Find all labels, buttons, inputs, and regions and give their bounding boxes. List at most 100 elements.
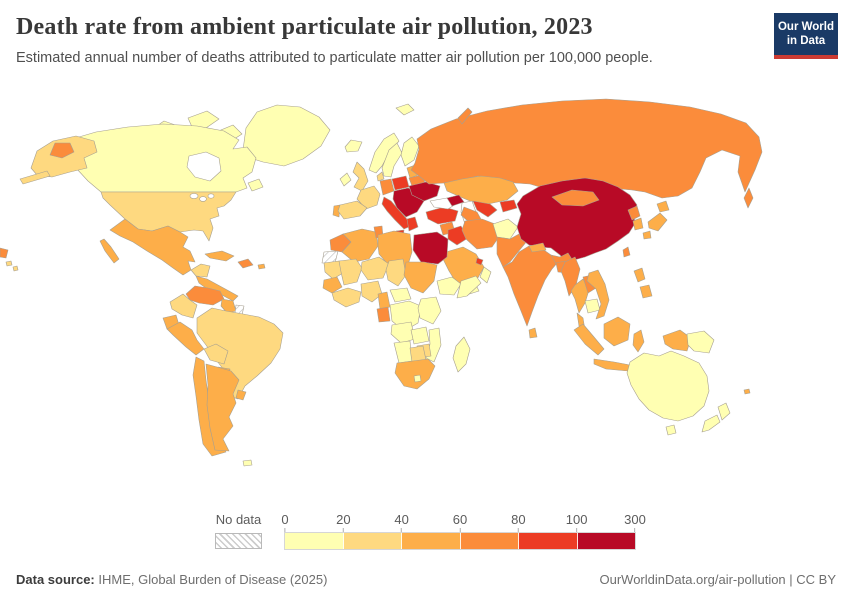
country-norway[interactable]: [368, 132, 400, 174]
country-canada[interactable]: [62, 123, 257, 193]
country-uzbekistan[interactable]: [472, 200, 498, 218]
country-west-africa-coast[interactable]: [331, 287, 362, 308]
country-caucasus[interactable]: [446, 194, 465, 207]
country-mali[interactable]: [338, 258, 363, 286]
country-japan[interactable]: [647, 212, 668, 232]
country-sweden[interactable]: [381, 142, 403, 178]
country-gulf-states[interactable]: [475, 257, 484, 266]
country-usa-hawaii[interactable]: [5, 260, 13, 267]
country-venezuela[interactable]: [185, 285, 225, 306]
country-taiwan[interactable]: [622, 246, 631, 258]
country-greenland[interactable]: [242, 104, 331, 167]
country-niger[interactable]: [360, 256, 390, 281]
country-madagascar[interactable]: [452, 336, 471, 373]
country-canada[interactable]: [247, 178, 264, 192]
country-russia[interactable]: [743, 187, 754, 209]
country-portugal[interactable]: [332, 204, 341, 218]
country-china[interactable]: [516, 177, 638, 263]
country-sudan[interactable]: [403, 261, 438, 294]
country-new-zealand[interactable]: [717, 402, 731, 421]
country-zambia[interactable]: [410, 326, 430, 345]
country-drc[interactable]: [389, 300, 422, 332]
country-japan[interactable]: [642, 230, 652, 240]
country-egypt[interactable]: [412, 231, 449, 265]
country-sri-lanka[interactable]: [528, 327, 538, 339]
country-nigeria[interactable]: [360, 280, 383, 303]
country-nepal[interactable]: [528, 242, 547, 253]
country-gabon-congo[interactable]: [376, 306, 391, 323]
country-uk[interactable]: [352, 161, 369, 192]
country-colombia[interactable]: [169, 293, 198, 319]
country-cambodia[interactable]: [584, 298, 601, 314]
country-papua-new-guinea[interactable]: [686, 330, 715, 354]
data-source-line[interactable]: Data source: IHME, Global Burden of Dise…: [16, 572, 327, 587]
country-senegal-guinea[interactable]: [322, 276, 343, 294]
country-falklands[interactable]: [242, 459, 253, 467]
country-new-zealand[interactable]: [701, 414, 721, 433]
country-central-african-republic[interactable]: [389, 287, 412, 303]
country-spain[interactable]: [337, 200, 368, 220]
country-cuba[interactable]: [204, 250, 235, 262]
country-indonesia[interactable]: [662, 329, 692, 352]
country-indonesia[interactable]: [603, 316, 631, 347]
legend-bin-80-100[interactable]: [519, 533, 578, 549]
owid-logo[interactable]: Our World in Data: [774, 13, 838, 59]
country-cameroon[interactable]: [377, 291, 391, 310]
country-fiji[interactable]: [743, 388, 751, 395]
country-denmark[interactable]: [376, 171, 385, 182]
country-pakistan[interactable]: [496, 233, 528, 268]
country-france[interactable]: [356, 185, 381, 210]
country-indonesia[interactable]: [593, 358, 631, 372]
country-bolivia[interactable]: [203, 343, 229, 365]
country-svalbard[interactable]: [395, 103, 415, 116]
country-central-america[interactable]: [195, 275, 239, 302]
owid-credit-link[interactable]: OurWorldinData.org/air-pollution | CC BY: [599, 572, 836, 587]
country-iran[interactable]: [461, 218, 502, 250]
country-algeria[interactable]: [341, 228, 379, 263]
country-yucatan[interactable]: [190, 263, 211, 278]
country-south-korea[interactable]: [632, 217, 644, 231]
country-italy[interactable]: [381, 196, 412, 230]
country-hispaniola[interactable]: [237, 258, 254, 269]
country-mongolia[interactable]: [551, 189, 600, 207]
country-japan[interactable]: [656, 200, 670, 213]
legend-bin-0-20[interactable]: [285, 533, 344, 549]
country-afghanistan[interactable]: [492, 218, 519, 240]
country-usa-hawaii[interactable]: [12, 265, 19, 272]
country-australia[interactable]: [665, 424, 677, 436]
country-alaska[interactable]: [19, 170, 51, 185]
country-russia[interactable]: [0, 247, 9, 259]
legend-bin-40-60[interactable]: [402, 533, 461, 549]
country-indonesia[interactable]: [632, 329, 645, 353]
country-russia[interactable]: [457, 107, 473, 125]
country-mauritania[interactable]: [323, 260, 344, 280]
country-kyrgyz-tajik[interactable]: [499, 199, 518, 213]
country-chad[interactable]: [385, 258, 407, 287]
country-oman[interactable]: [479, 266, 492, 284]
legend-bin-100-300[interactable]: [577, 533, 635, 549]
country-namibia[interactable]: [393, 340, 413, 364]
country-greece[interactable]: [406, 216, 419, 232]
country-poland[interactable]: [391, 175, 410, 191]
country-kazakhstan[interactable]: [443, 175, 519, 205]
country-ireland[interactable]: [339, 172, 352, 187]
country-ethiopia[interactable]: [436, 276, 462, 296]
country-iceland[interactable]: [344, 139, 363, 153]
legend-bin-20-40[interactable]: [343, 533, 402, 549]
country-indonesia[interactable]: [573, 323, 605, 356]
country-philippines[interactable]: [633, 267, 646, 283]
country-puerto-rico[interactable]: [257, 263, 266, 270]
country-lesotho[interactable]: [413, 374, 422, 383]
legend-bin-60-80[interactable]: [460, 533, 519, 549]
country-germany[interactable]: [379, 178, 395, 196]
country-east-africa[interactable]: [417, 296, 442, 325]
country-argentina[interactable]: [205, 363, 240, 452]
country-turkey[interactable]: [425, 206, 459, 225]
country-ukraine[interactable]: [408, 181, 441, 202]
country-philippines[interactable]: [639, 284, 653, 299]
country-south-africa[interactable]: [394, 358, 436, 390]
country-russia-chukotka[interactable]: [49, 142, 75, 159]
no-data-swatch[interactable]: [215, 533, 262, 549]
country-mexico[interactable]: [99, 238, 120, 264]
country-vietnam[interactable]: [586, 269, 610, 320]
